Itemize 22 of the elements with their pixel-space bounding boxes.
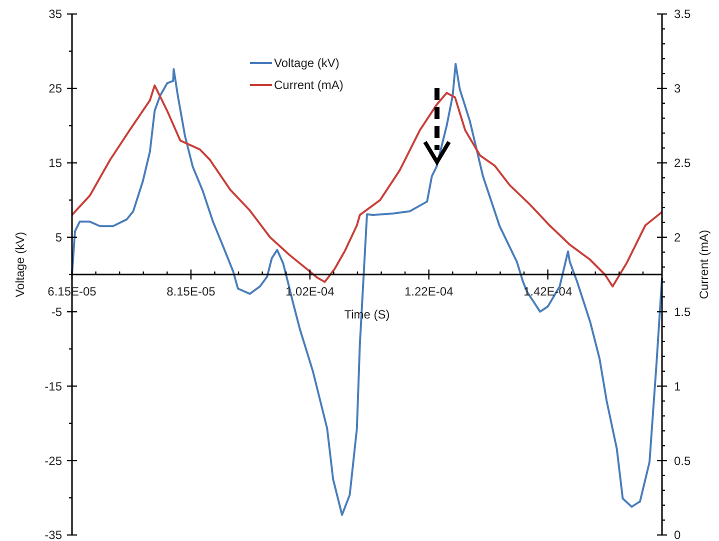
- y2-axis-title: Current (mA): [697, 230, 711, 300]
- y2-tick-label: 3: [674, 82, 681, 96]
- y-tick-label: -25: [44, 454, 62, 468]
- y-tick-label: 5: [55, 230, 62, 244]
- y-axis-title: Voltage (kV): [13, 232, 27, 298]
- y-tick-label: -15: [44, 379, 62, 394]
- x-tick-label: 8.15E-05: [166, 284, 216, 298]
- y2-tick-label: 1.5: [674, 304, 692, 319]
- y-tick-label: 15: [48, 156, 62, 170]
- y-tick-label: -35: [44, 528, 62, 541]
- y2-tick-label: 1: [674, 379, 681, 394]
- legend-label: Voltage (kV): [274, 56, 340, 70]
- legend-label: Current (mA): [274, 78, 344, 92]
- y2-tick-label: 0.5: [674, 454, 692, 468]
- y2-tick-label: 2.5: [674, 156, 692, 170]
- y2-tick-label: 0: [674, 528, 681, 541]
- y-tick-label: 25: [48, 82, 62, 96]
- y2-tick-label: 2: [674, 230, 681, 244]
- y2-tick-label: 3.5: [674, 7, 692, 22]
- y-tick-label: -5: [51, 304, 62, 319]
- y-tick-label: 35: [48, 7, 62, 22]
- x-tick-label: 1.22E-04: [404, 284, 454, 298]
